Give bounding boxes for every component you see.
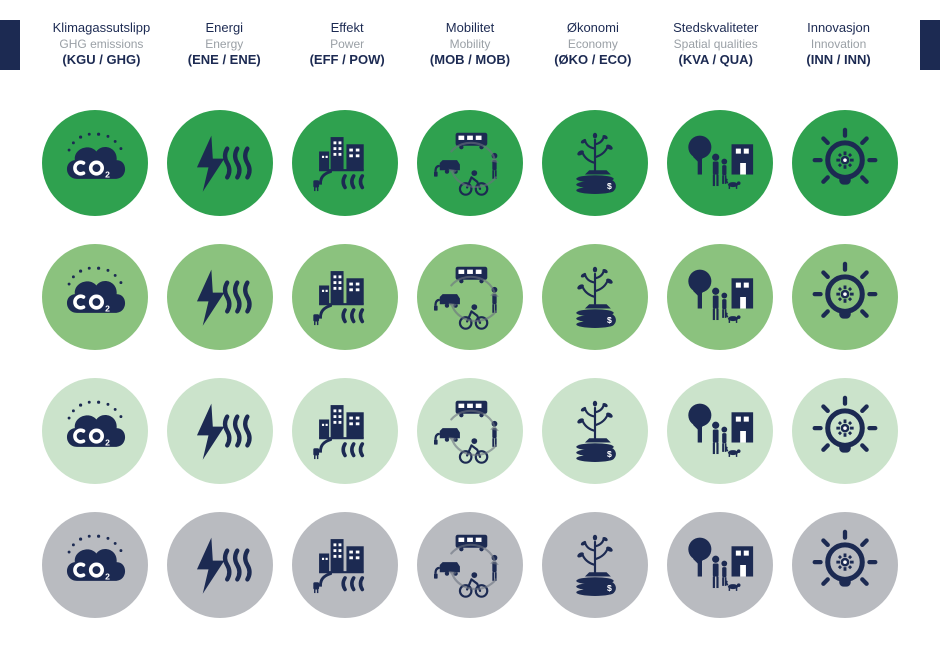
economy-icon: [559, 127, 631, 199]
badge-power: [292, 378, 398, 484]
economy-icon: [559, 261, 631, 333]
mobility-icon: [434, 395, 506, 467]
icon-row-2: [40, 378, 900, 484]
icon-row-3: [40, 512, 900, 618]
label-col-energy: Energi Energy (ENE / ENE): [163, 20, 286, 69]
mobility-icon: [434, 261, 506, 333]
badge-power: [292, 110, 398, 216]
energy-icon: [184, 261, 256, 333]
label-col-ghg: Klimagassutslipp GHG emissions (KGU / GH…: [40, 20, 163, 69]
co2-icon: [59, 395, 131, 467]
power-icon: [309, 127, 381, 199]
economy-icon: [559, 529, 631, 601]
label-code: (INN / INN): [777, 52, 900, 69]
innovation-icon: [809, 261, 881, 333]
badge-co2: [42, 110, 148, 216]
label-en: Power: [286, 37, 409, 53]
label-col-innovation: Innovasjon Innovation (INN / INN): [777, 20, 900, 69]
icon-grid: [0, 110, 940, 618]
label-en: GHG emissions: [40, 37, 163, 53]
badge-economy: [542, 110, 648, 216]
label-en: Spatial qualities: [654, 37, 777, 53]
label-col-economy: Økonomi Economy (ØKO / ECO): [531, 20, 654, 69]
power-icon: [309, 395, 381, 467]
badge-co2: [42, 512, 148, 618]
innovation-icon: [809, 127, 881, 199]
co2-icon: [59, 529, 131, 601]
label-no: Mobilitet: [409, 20, 532, 37]
power-icon: [309, 261, 381, 333]
label-en: Economy: [531, 37, 654, 53]
label-no: Effekt: [286, 20, 409, 37]
mobility-icon: [434, 529, 506, 601]
co2-icon: [59, 127, 131, 199]
badge-spatial: [667, 110, 773, 216]
label-code: (EFF / POW): [286, 52, 409, 69]
badge-energy: [167, 378, 273, 484]
label-col-spatial: Stedskvaliteter Spatial qualities (KVA /…: [654, 20, 777, 69]
label-en: Mobility: [409, 37, 532, 53]
mobility-icon: [434, 127, 506, 199]
badge-power: [292, 512, 398, 618]
badge-spatial: [667, 512, 773, 618]
badge-mobility: [417, 512, 523, 618]
badge-mobility: [417, 378, 523, 484]
label-no: Økonomi: [531, 20, 654, 37]
economy-icon: [559, 395, 631, 467]
label-code: (KGU / GHG): [40, 52, 163, 69]
energy-icon: [184, 395, 256, 467]
badge-economy: [542, 244, 648, 350]
label-code: (ØKO / ECO): [531, 52, 654, 69]
badge-power: [292, 244, 398, 350]
label-no: Klimagassutslipp: [40, 20, 163, 37]
right-accent-bar: [920, 20, 940, 70]
badge-co2: [42, 378, 148, 484]
badge-innovation: [792, 110, 898, 216]
spatial-icon: [684, 261, 756, 333]
innovation-icon: [809, 529, 881, 601]
badge-co2: [42, 244, 148, 350]
spatial-icon: [684, 127, 756, 199]
icon-row-0: [40, 110, 900, 216]
label-en: Energy: [163, 37, 286, 53]
badge-mobility: [417, 110, 523, 216]
infographic-page: Klimagassutslipp GHG emissions (KGU / GH…: [0, 0, 940, 618]
spatial-icon: [684, 529, 756, 601]
label-en: Innovation: [777, 37, 900, 53]
label-no: Innovasjon: [777, 20, 900, 37]
left-accent-bar: [0, 20, 20, 70]
energy-icon: [184, 127, 256, 199]
badge-economy: [542, 378, 648, 484]
badge-economy: [542, 512, 648, 618]
badge-mobility: [417, 244, 523, 350]
label-no: Stedskvaliteter: [654, 20, 777, 37]
label-code: (MOB / MOB): [409, 52, 532, 69]
badge-energy: [167, 244, 273, 350]
energy-icon: [184, 529, 256, 601]
label-code: (ENE / ENE): [163, 52, 286, 69]
category-labels: Klimagassutslipp GHG emissions (KGU / GH…: [20, 20, 920, 69]
co2-icon: [59, 261, 131, 333]
badge-spatial: [667, 378, 773, 484]
label-code: (KVA / QUA): [654, 52, 777, 69]
badge-energy: [167, 512, 273, 618]
label-col-power: Effekt Power (EFF / POW): [286, 20, 409, 69]
spatial-icon: [684, 395, 756, 467]
label-col-mobility: Mobilitet Mobility (MOB / MOB): [409, 20, 532, 69]
badge-energy: [167, 110, 273, 216]
icon-row-1: [40, 244, 900, 350]
header-row: Klimagassutslipp GHG emissions (KGU / GH…: [0, 20, 940, 70]
label-no: Energi: [163, 20, 286, 37]
badge-innovation: [792, 512, 898, 618]
badge-spatial: [667, 244, 773, 350]
badge-innovation: [792, 378, 898, 484]
innovation-icon: [809, 395, 881, 467]
badge-innovation: [792, 244, 898, 350]
power-icon: [309, 529, 381, 601]
